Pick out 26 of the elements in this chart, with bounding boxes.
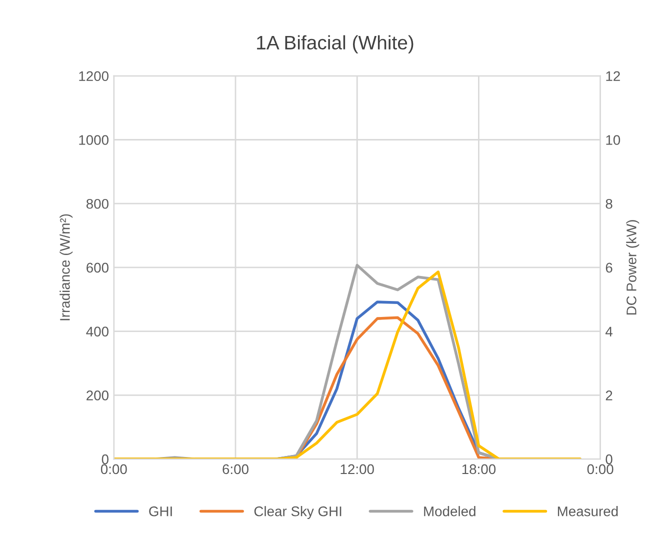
y2-tick-label: 6 (606, 262, 612, 273)
chart-title: 1A Bifacial (White) (257, 35, 414, 54)
y-tick-label: 800 (86, 198, 108, 209)
y2-tick-label: 12 (606, 71, 620, 81)
x-tick-label: 12:00 (340, 464, 374, 474)
y2-tick-label: 0 (606, 454, 612, 464)
legend-label: Measured (558, 506, 618, 516)
legend-label: Modeled (424, 506, 476, 516)
x-tick-label: 0:00 (587, 464, 614, 474)
y-tick-label: 400 (86, 326, 108, 337)
y-tick-label: 1200 (79, 71, 108, 82)
y-tick-label: 0 (102, 454, 108, 464)
y-tick-label: 200 (86, 390, 108, 400)
legend-label: GHI (149, 506, 172, 516)
y-tick-label: 600 (86, 262, 108, 273)
legend-label: Clear Sky GHI (254, 506, 342, 520)
y-tick-label: 1000 (79, 135, 108, 145)
y-axis-title: Irradiance (W/m²) (60, 214, 73, 320)
y2-tick-label: 4 (606, 326, 612, 336)
x-tick-label: 18:00 (462, 464, 496, 474)
y2-tick-label: 8 (606, 198, 612, 209)
y2-tick-label: 10 (606, 135, 620, 145)
y2-axis-title: DC Power (kW) (626, 220, 640, 315)
x-tick-label: 6:00 (222, 464, 248, 474)
x-tick-label: 0:00 (100, 464, 127, 474)
y2-tick-label: 2 (606, 390, 612, 400)
